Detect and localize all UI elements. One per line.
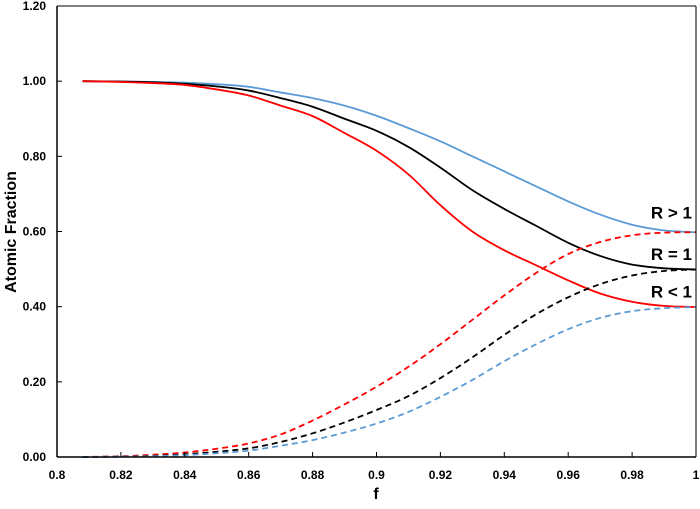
- y-tick-label: 0.20: [23, 375, 47, 389]
- series-line-0-solid: [82, 80, 697, 234]
- annotation-label: R < 1: [651, 283, 692, 302]
- x-tick-label: 0.82: [109, 468, 133, 482]
- x-tick-label: 0.8: [49, 468, 66, 482]
- x-tick-label: 0.94: [493, 468, 517, 482]
- ticks-layer: 0.8 0.82 0.84 0.86 0.88 0.9 0.92 0.94 0.96 0.98 1 0…: [23, 0, 700, 482]
- y-tick-label: 1.00: [23, 74, 47, 88]
- x-tick-label: 0.98: [620, 468, 644, 482]
- x-tick-label: 0.86: [237, 468, 261, 482]
- y-tick-label: 0.40: [23, 300, 47, 314]
- x-axis-label: f: [373, 486, 379, 503]
- y-axis-label: Atomic Fraction: [3, 171, 20, 293]
- x-tick-label: 0.88: [301, 468, 325, 482]
- series-line-4-dashed: [82, 268, 697, 458]
- y-tick-label: 1.20: [23, 0, 47, 13]
- x-tick-label: 1: [693, 468, 700, 482]
- y-tick-label: 0.00: [23, 450, 47, 464]
- series-line-3-dashed: [82, 231, 697, 458]
- x-tick-label: 0.9: [368, 468, 385, 482]
- series-line-5-dashed: [82, 306, 697, 458]
- y-tick-label: 0.80: [23, 149, 47, 163]
- x-tick-label: 0.96: [557, 468, 581, 482]
- annotation-label: R > 1: [651, 204, 692, 223]
- series-line-2-solid: [82, 80, 697, 308]
- annotation-layer: R > 1 R = 1 R < 1: [651, 204, 692, 302]
- series-line-1-solid: [82, 80, 697, 271]
- y-tick-label: 0.60: [23, 225, 47, 239]
- axes-layer: [56, 5, 697, 458]
- series-layer: [82, 80, 697, 458]
- x-tick-label: 0.84: [173, 468, 197, 482]
- x-tick-label: 0.92: [429, 468, 453, 482]
- annotation-label: R = 1: [651, 245, 692, 264]
